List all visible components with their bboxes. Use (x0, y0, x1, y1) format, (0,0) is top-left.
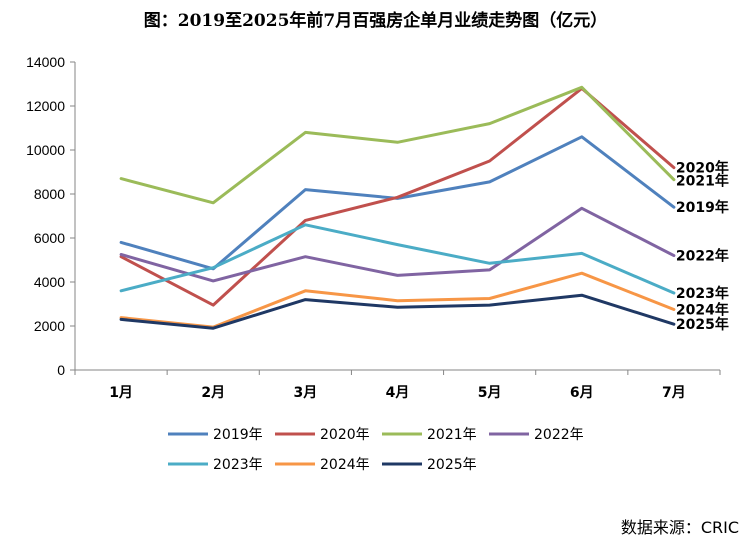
legend-label-2022年: 2022年 (534, 427, 584, 443)
x-tick-label: 4月 (386, 385, 410, 401)
y-tick-label: 14000 (26, 54, 65, 70)
end-label-2021年: 2021年 (676, 173, 729, 190)
legend-label-2024年: 2024年 (320, 457, 370, 473)
y-tick-label: 12000 (26, 98, 65, 114)
legend-label-2023年: 2023年 (213, 457, 263, 473)
y-tick-label: 8000 (34, 186, 65, 202)
series-line-2022年 (119, 206, 676, 283)
y-tick-label: 4000 (34, 274, 65, 290)
series-line-2020年 (119, 86, 676, 307)
series-line-2025年 (119, 293, 676, 330)
y-tick-label: 2000 (34, 318, 65, 334)
x-tick-label: 6月 (570, 385, 594, 401)
series-line-2021年 (119, 85, 676, 205)
legend-label-2021年: 2021年 (427, 427, 477, 443)
end-label-2023年: 2023年 (676, 285, 729, 302)
end-label-2025年: 2025年 (676, 316, 729, 333)
x-tick-label: 1月 (109, 385, 133, 401)
y-tick-label: 0 (57, 362, 65, 378)
source-note: 数据来源：CRIC (620, 518, 739, 537)
end-label-2022年: 2022年 (676, 248, 729, 265)
chart-title: 图：2019至2025年前7月百强房企单月业绩走势图（亿元） (143, 11, 608, 31)
y-tick-label: 6000 (34, 230, 65, 246)
x-tick-label: 2月 (201, 385, 225, 401)
legend-label-2019年: 2019年 (213, 427, 263, 443)
series-line-2023年 (119, 223, 676, 295)
y-tick-label: 10000 (26, 142, 65, 158)
legend-label-2025年: 2025年 (427, 457, 477, 473)
series-line-2019年 (119, 135, 676, 271)
x-tick-label: 3月 (293, 385, 317, 401)
x-tick-label: 5月 (478, 385, 502, 401)
x-tick-label: 7月 (662, 385, 686, 401)
end-label-2024年: 2024年 (676, 302, 729, 319)
end-label-2020年: 2020年 (676, 160, 729, 177)
end-label-2019年: 2019年 (676, 199, 729, 216)
legend-label-2020年: 2020年 (320, 427, 370, 443)
